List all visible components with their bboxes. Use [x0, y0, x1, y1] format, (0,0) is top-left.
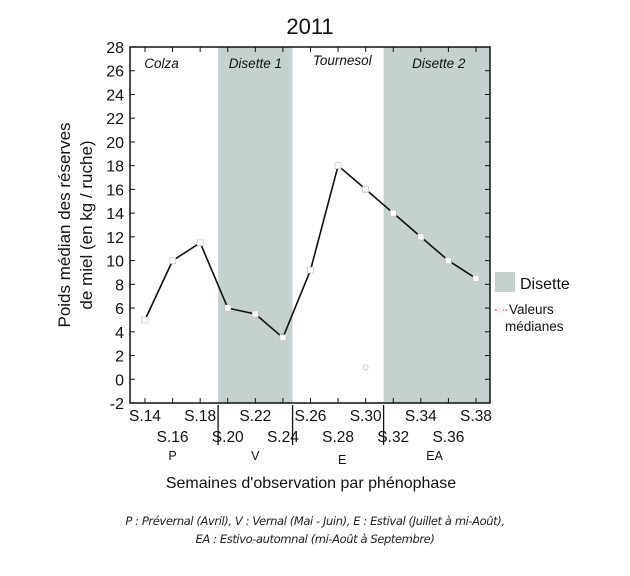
y-tick-label: 4: [115, 325, 124, 342]
y-tick-label: 6: [115, 301, 124, 318]
data-point: [334, 162, 342, 169]
y-tick-label: 28: [106, 40, 124, 57]
data-point: [362, 186, 369, 193]
legend-marker-icon: [498, 307, 504, 313]
x-tick-label: S.28: [322, 429, 354, 446]
x-axis-label: Semaines d'observation par phénophase: [166, 475, 456, 492]
y-axis-label-line2: de miel (en kg / ruche): [77, 140, 96, 309]
x-tick-label: S.38: [460, 408, 492, 425]
data-point: [196, 239, 204, 247]
shaded-regions: [218, 47, 490, 403]
series-line: [141, 162, 480, 371]
phenophase-label: EA: [426, 449, 443, 463]
data-point: [141, 316, 149, 324]
data-point: [252, 310, 259, 318]
x-tick-label: S.16: [157, 429, 189, 446]
phenophase-label: E: [338, 453, 346, 467]
legend-label-medianes-2: médianes: [505, 319, 564, 334]
data-point: [417, 233, 425, 241]
legend-swatch-disette: [495, 272, 515, 292]
y-tick-label: 14: [106, 206, 124, 223]
y-tick-label: 10: [106, 254, 124, 271]
footnote-line2: EA : Estivo-automnal (mi-Août à Septembr…: [195, 532, 435, 546]
x-tick-label: S.30: [350, 408, 382, 425]
y-tick-label: 18: [106, 159, 124, 176]
data-point: [445, 257, 452, 264]
x-tick-label: S.24: [267, 429, 299, 446]
region-label: Disette 1: [229, 56, 282, 71]
legend-label-disette: Disette: [520, 276, 570, 293]
region-labels: Colza Disette 1 Tournesol Disette 2: [144, 53, 466, 71]
region-label: Disette 2: [412, 56, 466, 71]
x-tick-label: S.20: [212, 429, 244, 446]
x-tick-label: S.36: [432, 429, 464, 446]
data-point: [169, 257, 176, 264]
shaded-region-2: [383, 47, 490, 403]
legend-label-medianes-1: Valeurs: [509, 302, 554, 317]
region-label: Tournesol: [313, 53, 373, 68]
legend: Disette Valeurs médianes: [495, 272, 570, 334]
data-point: [279, 334, 287, 342]
shaded-region-1: [218, 47, 293, 403]
y-axis-label-line1: Poids médian des réserves: [55, 122, 74, 327]
y-tick-label: 12: [106, 230, 124, 247]
x-tick-label: S.34: [405, 408, 437, 425]
y-tick-label: 8: [115, 277, 124, 294]
data-point: [389, 209, 397, 217]
x-tick-label: S.18: [184, 408, 216, 425]
data-point: [472, 275, 480, 282]
region-label: Colza: [144, 56, 179, 71]
y-tick-label: 0: [115, 372, 124, 389]
x-tick-label: S.14: [129, 408, 161, 425]
y-tick-label: 20: [106, 135, 124, 152]
y-tick-label: 16: [106, 182, 124, 199]
y-tick-label: 26: [106, 64, 124, 81]
phenophase-label: P: [168, 449, 176, 463]
phenophase-label: V: [251, 449, 260, 463]
y-axis-label: Poids médian des réserves de miel (en kg…: [55, 122, 96, 327]
y-tick-label: 24: [106, 87, 124, 104]
x-tick-label: S.26: [295, 408, 327, 425]
y-tick-label: 2: [115, 349, 124, 366]
x-axis: S.14 S.16 S.18 S.20 S.22 S.24 S.26 S.28 S.30 S.32…: [129, 47, 492, 467]
chart-title: 2011: [286, 14, 333, 39]
y-tick-label: 22: [106, 111, 124, 128]
data-point: [224, 304, 232, 312]
y-tick-label: -2: [110, 396, 124, 413]
x-tick-label: S.22: [239, 408, 271, 425]
footnote-line1: P : Prévernal (Avril), V : Vernal (Mai -…: [125, 514, 505, 528]
data-point: [307, 266, 314, 274]
outlier-point: [362, 364, 369, 371]
x-tick-label: S.32: [377, 429, 409, 446]
